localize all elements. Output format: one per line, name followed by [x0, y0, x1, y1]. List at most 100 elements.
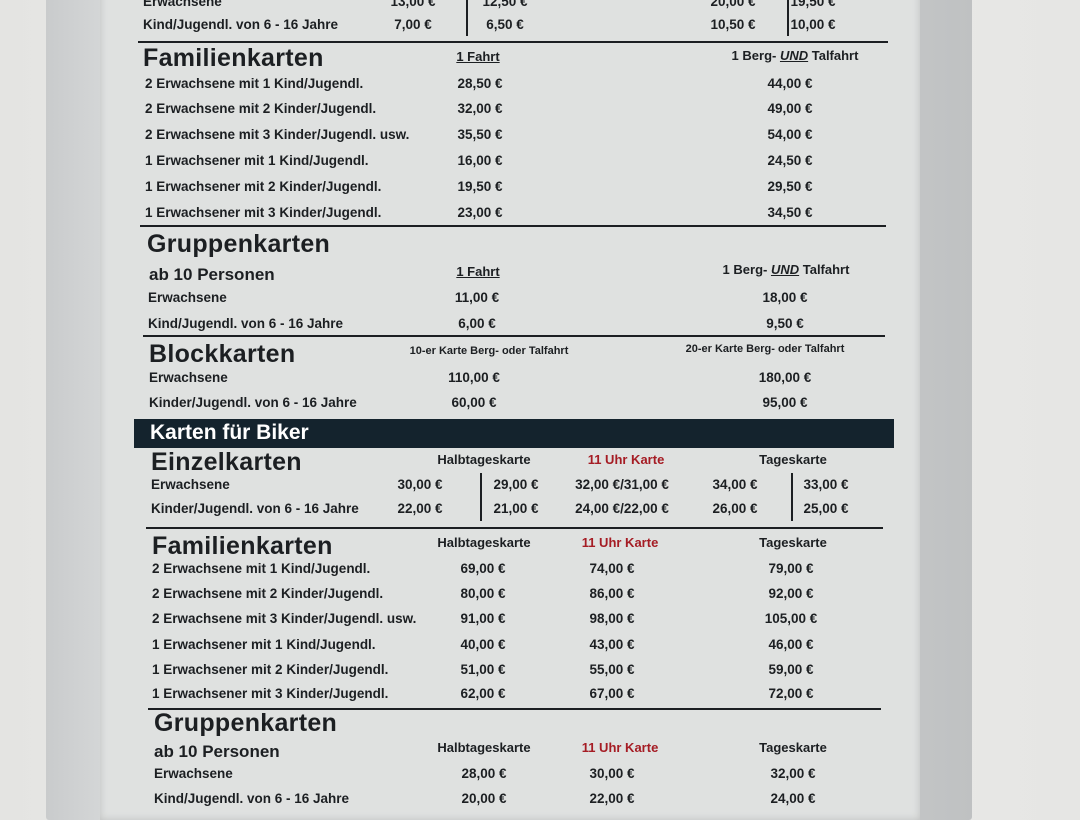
section-title: Familienkarten — [143, 44, 324, 72]
row-label: Kinder/Jugendl. von 6 - 16 Jahre — [151, 501, 359, 516]
price-value: 49,00 € — [767, 101, 813, 116]
price-value: 32,00 € — [457, 101, 503, 116]
price-value: 79,00 € — [768, 561, 814, 576]
price-value: 10,50 € — [710, 17, 756, 32]
price-value: 55,00 € — [589, 662, 635, 677]
price-value: 26,00 € — [712, 501, 758, 516]
row-label: 1 Erwachsener mit 1 Kind/Jugendl. — [152, 637, 376, 652]
header-10er: 10-er Karte Berg- oder Talfahrt — [409, 345, 569, 357]
price-value: 19,50 € — [457, 179, 503, 194]
price-value: 10,00 € — [790, 17, 836, 32]
header-11-uhr-karte: 11 Uhr Karte — [581, 740, 659, 755]
price-value: 59,00 € — [768, 662, 814, 677]
section-title: Familienkarten — [152, 532, 333, 560]
price-value: 86,00 € — [589, 586, 635, 601]
row-label: 2 Erwachsene mit 1 Kind/Jugendl. — [152, 561, 371, 576]
price-value: 98,00 € — [589, 611, 635, 626]
header-part: UND — [770, 262, 800, 277]
row-label: Erwachsene — [149, 370, 228, 385]
price-value: 13,00 € — [390, 0, 436, 9]
header-1-fahrt: 1 Fahrt — [456, 49, 500, 64]
column-divider — [791, 473, 793, 521]
row-label: 1 Erwachsener mit 3 Kinder/Jugendl. — [145, 205, 382, 220]
header-tageskarte: Tageskarte — [759, 740, 827, 755]
price-value: 74,00 € — [589, 561, 635, 576]
header-part: 1 Berg- — [731, 48, 780, 63]
price-value: 25,00 € — [803, 501, 849, 516]
price-value: 7,00 € — [394, 17, 432, 32]
price-value: 33,00 € — [803, 477, 849, 492]
price-value: 35,50 € — [457, 127, 503, 142]
divider — [146, 527, 883, 529]
divider — [140, 225, 886, 227]
row-label: 2 Erwachsene mit 3 Kinder/Jugendl. usw. — [145, 127, 410, 142]
row-label: 1 Erwachsener mit 2 Kinder/Jugendl. — [152, 662, 389, 677]
price-value: 180,00 € — [758, 370, 812, 385]
price-value: 19,50 € — [790, 0, 836, 9]
price-value: 51,00 € — [460, 662, 506, 677]
price-value: 24,50 € — [767, 153, 813, 168]
price-value: 18,00 € — [762, 290, 808, 305]
price-value: 9,50 € — [766, 316, 804, 331]
row-label: Kinder/Jugendl. von 6 - 16 Jahre — [149, 395, 357, 410]
row-label: 2 Erwachsene mit 2 Kinder/Jugendl. — [152, 586, 384, 601]
price-value: 29,00 € — [493, 477, 539, 492]
price-value: 54,00 € — [767, 127, 813, 142]
header-halbtageskarte: Halbtageskarte — [437, 740, 531, 755]
price-value: 22,00 € — [589, 791, 635, 806]
header-11-uhr-karte: 11 Uhr Karte — [587, 452, 665, 467]
header-part: 1 Berg- — [722, 262, 771, 277]
header-20er: 20-er Karte Berg- oder Talfahrt — [685, 343, 845, 355]
section-title: Einzelkarten — [151, 448, 302, 476]
price-value: 28,50 € — [457, 76, 503, 91]
price-value: 6,00 € — [458, 316, 496, 331]
divider — [138, 41, 888, 43]
row-label: 1 Erwachsener mit 1 Kind/Jugendl. — [145, 153, 369, 168]
price-value: 24,00 €/22,00 € — [575, 501, 669, 516]
header-berg-und-talfahrt: 1 Berg- UND Talfahrt — [723, 262, 850, 277]
price-value: 16,00 € — [457, 153, 503, 168]
row-label: 2 Erwachsene mit 2 Kinder/Jugendl. — [145, 101, 377, 116]
price-value: 44,00 € — [767, 76, 813, 91]
price-value: 110,00 € — [448, 370, 500, 385]
header-halbtageskarte: Halbtageskarte — [437, 535, 531, 550]
price-value: 21,00 € — [493, 501, 539, 516]
row-label: Kind/Jugendl. von 6 - 16 Jahre — [143, 17, 339, 32]
price-value: 60,00 € — [451, 395, 497, 410]
biker-banner: Karten für Biker — [134, 419, 894, 448]
price-value: 95,00 € — [762, 395, 808, 410]
price-value: 105,00 € — [764, 611, 818, 626]
price-value: 40,00 € — [460, 637, 506, 652]
price-sign — [100, 0, 920, 820]
header-halbtageskarte: Halbtageskarte — [437, 452, 531, 467]
header-tageskarte: Tageskarte — [759, 452, 827, 467]
price-value: 20,00 € — [461, 791, 507, 806]
price-value: 20,00 € — [710, 0, 756, 9]
price-value: 80,00 € — [460, 586, 506, 601]
price-value: 32,00 €/31,00 € — [575, 477, 669, 492]
header-part: UND — [779, 48, 809, 63]
price-value: 43,00 € — [589, 637, 635, 652]
row-label: 1 Erwachsener mit 2 Kinder/Jugendl. — [145, 179, 382, 194]
column-divider — [787, 0, 789, 36]
price-value: 30,00 € — [589, 766, 635, 781]
row-label: Erwachsene — [154, 766, 233, 781]
price-value: 91,00 € — [460, 611, 506, 626]
price-value: 46,00 € — [768, 637, 814, 652]
section-title: Gruppenkarten — [154, 709, 338, 737]
header-tageskarte: Tageskarte — [759, 535, 827, 550]
header-berg-und-talfahrt: 1 Berg- UND Talfahrt — [732, 48, 859, 63]
price-value: 29,50 € — [767, 179, 813, 194]
column-divider — [480, 473, 482, 521]
row-label: Kind/Jugendl. von 6 - 16 Jahre — [154, 791, 350, 806]
biker-banner-title: Karten für Biker — [150, 421, 309, 444]
section-title: Gruppenkarten — [147, 230, 331, 258]
price-value: 6,50 € — [486, 17, 524, 32]
price-value: 11,00 € — [454, 290, 500, 305]
section-subtitle: ab 10 Personen — [154, 742, 280, 761]
price-value: 23,00 € — [457, 205, 503, 220]
row-label: 2 Erwachsene mit 1 Kind/Jugendl. — [145, 76, 364, 91]
price-value: 34,00 € — [712, 477, 758, 492]
row-label: Kind/Jugendl. von 6 - 16 Jahre — [148, 316, 344, 331]
price-value: 92,00 € — [768, 586, 814, 601]
